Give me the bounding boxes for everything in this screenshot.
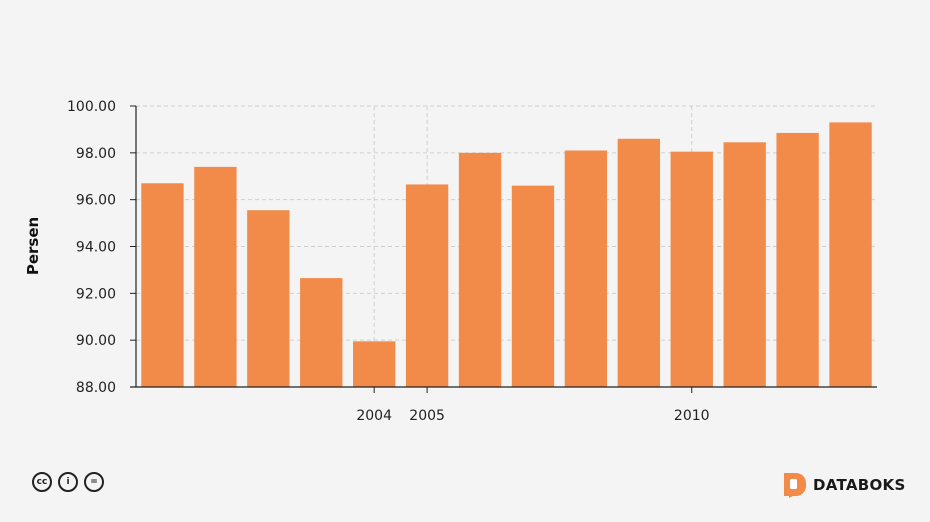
bar-series <box>141 122 872 388</box>
y-tick-label: 94.00 <box>76 240 116 256</box>
y-axis-title: Persen <box>24 217 42 275</box>
tick-labels: 88.00 90.00 92.00 94.00 96.00 98.00 100.00 2004… <box>67 99 710 424</box>
x-tick-label: 2004 <box>356 408 392 424</box>
attribution-icon: i <box>58 472 78 492</box>
bar <box>247 210 290 387</box>
bar <box>194 166 237 387</box>
bar <box>353 341 396 387</box>
databoks-logo-icon <box>784 473 806 498</box>
bar <box>617 138 660 387</box>
axes <box>130 105 877 393</box>
y-tick-label: 100.00 <box>67 99 116 115</box>
x-tick-label: 2005 <box>409 408 445 424</box>
bar <box>458 152 502 387</box>
bar <box>511 185 555 387</box>
creative-commons-icon: cc <box>32 472 52 492</box>
bar <box>670 151 713 387</box>
y-tick-label: 88.00 <box>76 380 116 396</box>
x-tick-label: 2010 <box>674 408 710 424</box>
y-tick-label: 96.00 <box>76 193 116 209</box>
bar <box>564 150 608 387</box>
y-tick-label: 90.00 <box>76 333 116 349</box>
brand-logo: DATABOKS <box>783 472 906 498</box>
bar <box>776 132 819 387</box>
license-icons: cc i = <box>32 472 104 492</box>
y-tick-label: 98.00 <box>76 146 116 162</box>
brand-name: DATABOKS <box>813 476 906 494</box>
bar <box>300 278 343 387</box>
bar <box>829 122 872 388</box>
bar-chart: 88.00 90.00 92.00 94.00 96.00 98.00 100.00 2004… <box>24 99 877 424</box>
no-derivatives-icon: = <box>84 472 104 492</box>
y-tick-label: 92.00 <box>76 286 116 302</box>
bar <box>723 142 766 387</box>
bar <box>405 184 449 387</box>
bar <box>141 183 184 387</box>
